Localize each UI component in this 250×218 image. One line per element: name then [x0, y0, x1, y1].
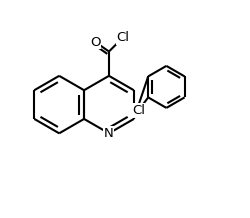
Text: N: N	[104, 127, 114, 140]
Text: O: O	[90, 36, 100, 49]
Text: Cl: Cl	[116, 31, 129, 44]
Text: Cl: Cl	[131, 104, 144, 117]
